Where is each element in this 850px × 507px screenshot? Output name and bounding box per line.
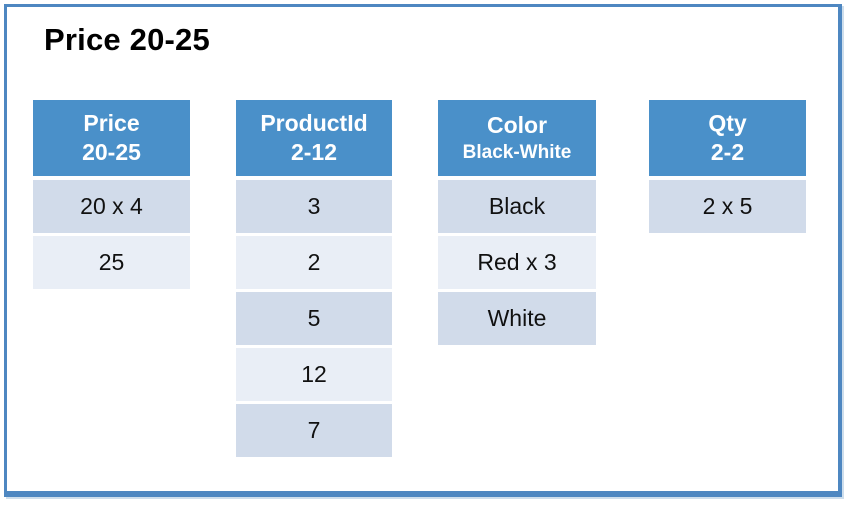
header-title: Color <box>486 111 548 138</box>
facet-table-qty: Qty 2-2 2 x 5 <box>649 100 806 236</box>
header-title: Qty <box>708 110 747 136</box>
header-range: 20-25 <box>82 139 141 165</box>
facet-table-header-price: Price 20-25 <box>33 100 190 176</box>
facet-cell: 12 <box>236 348 392 401</box>
facet-cell: 2 <box>236 236 392 289</box>
facet-cell: 20 x 4 <box>33 180 190 233</box>
facet-cell: Black <box>438 180 596 233</box>
facet-table-color: Color Black-White Black Red x 3 White <box>438 100 596 348</box>
header-range: 2-2 <box>710 139 745 165</box>
page-title: Price 20-25 <box>44 22 210 57</box>
facet-table-header-color: Color Black-White <box>438 100 596 176</box>
facet-cell: Red x 3 <box>438 236 596 289</box>
facet-cell: 7 <box>236 404 392 457</box>
facet-cell: 2 x 5 <box>649 180 806 233</box>
facet-cell: 5 <box>236 292 392 345</box>
facet-cell: 25 <box>33 236 190 289</box>
facet-table-productid: ProductId 2-12 3 2 5 12 7 <box>236 100 392 460</box>
facet-table-header-qty: Qty 2-2 <box>649 100 806 176</box>
header-range: 2-12 <box>290 139 338 165</box>
facet-table-price: Price 20-25 20 x 4 25 <box>33 100 190 292</box>
header-range: Black-White <box>462 141 572 163</box>
facet-cell: 3 <box>236 180 392 233</box>
facet-table-header-productid: ProductId 2-12 <box>236 100 392 176</box>
header-title: ProductId <box>260 110 368 136</box>
header-title: Price <box>83 110 140 136</box>
facet-cell: White <box>438 292 596 345</box>
